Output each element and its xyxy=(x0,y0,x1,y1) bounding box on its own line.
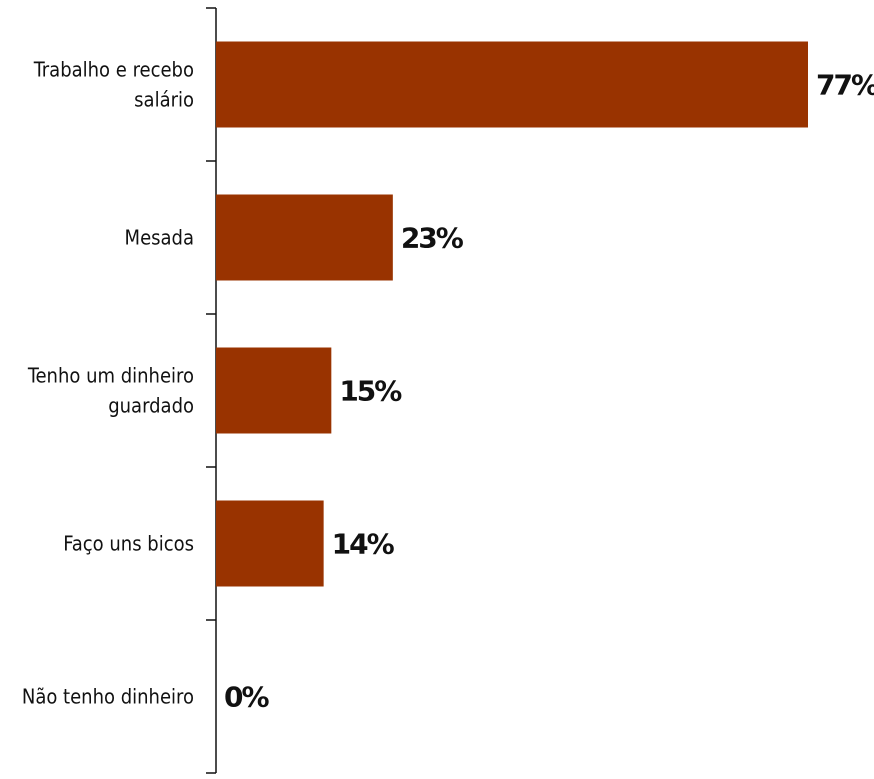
bar-value-label: 14% xyxy=(332,528,395,561)
bar xyxy=(216,347,332,434)
bar-value-label: 0% xyxy=(224,681,269,714)
category-label-line: Tenho um dinheiro xyxy=(27,364,194,388)
bar-value-label: 15% xyxy=(339,375,402,408)
category-label-line: salário xyxy=(134,88,194,112)
category-label-line: Mesada xyxy=(125,226,194,250)
category-label-line: Não tenho dinheiro xyxy=(22,685,194,709)
bar xyxy=(216,194,393,281)
bar xyxy=(216,41,808,128)
bar-value-label: 77% xyxy=(816,69,874,102)
category-label-line: Trabalho e recebo xyxy=(33,58,194,82)
category-label: Faço uns bicos xyxy=(63,532,194,556)
bar-value-label: 23% xyxy=(401,222,464,255)
category-label-line: guardado xyxy=(108,394,194,418)
category-label-line: Faço uns bicos xyxy=(63,532,194,556)
bar xyxy=(216,500,324,587)
category-label: Trabalho e recebo salário xyxy=(33,58,194,112)
category-label: Não tenho dinheiro xyxy=(22,685,194,709)
category-label: Tenho um dinheiro guardado xyxy=(27,364,194,418)
category-label: Mesada xyxy=(125,226,194,250)
